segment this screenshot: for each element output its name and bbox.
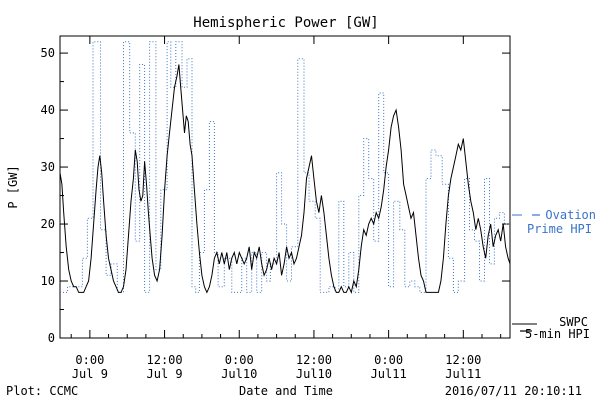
legend-swpc-label-line1: SWPC — [559, 315, 588, 329]
x-axis-label: Date and Time — [239, 384, 333, 398]
plot-credit: Plot: CCMC — [6, 384, 78, 398]
plot-frame — [59, 35, 511, 339]
x-tick-label-date: Jul11 — [371, 367, 407, 381]
y-axis-label: P [GW] — [6, 165, 20, 208]
legend-ovation-label-line2: Prime HPI — [527, 222, 592, 236]
y-tick-label: 10 — [41, 274, 55, 288]
legend: Ovation Prime HPI SWPC 5-min HPI — [512, 208, 596, 341]
legend-swpc-label-line2: 5-min HPI — [525, 327, 590, 341]
x-tick-label-date: Jul 9 — [72, 367, 108, 381]
ovation-prime-series-line — [60, 41, 510, 293]
x-tick-label-time: 12:00 — [445, 353, 481, 367]
x-tick-label-date: Jul 9 — [147, 367, 183, 381]
chart-title: Hemispheric Power [GW] — [193, 15, 378, 31]
x-tick-label-date: Jul10 — [296, 367, 332, 381]
x-tick-label-date: Jul10 — [221, 367, 257, 381]
x-tick-label-time: 12:00 — [147, 353, 183, 367]
y-tick-label: 20 — [41, 217, 55, 231]
x-tick-label-time: 12:00 — [296, 353, 332, 367]
y-tick-label: 50 — [41, 46, 55, 60]
y-tick-label: 30 — [41, 160, 55, 174]
plot-timestamp: 2016/07/11 20:10:11 — [445, 384, 582, 398]
y-axis: 0 10 20 30 40 50 — [41, 46, 510, 345]
x-tick-label-time: 0:00 — [225, 353, 254, 367]
legend-ovation-label-line1: Ovation — [545, 208, 596, 222]
x-tick-label-time: 0:00 — [374, 353, 403, 367]
x-tick-label-time: 0:00 — [75, 353, 104, 367]
y-tick-label: 0 — [48, 331, 55, 345]
y-tick-label: 40 — [41, 103, 55, 117]
x-tick-label-date: Jul11 — [445, 367, 481, 381]
swpc-series-line — [59, 64, 511, 295]
